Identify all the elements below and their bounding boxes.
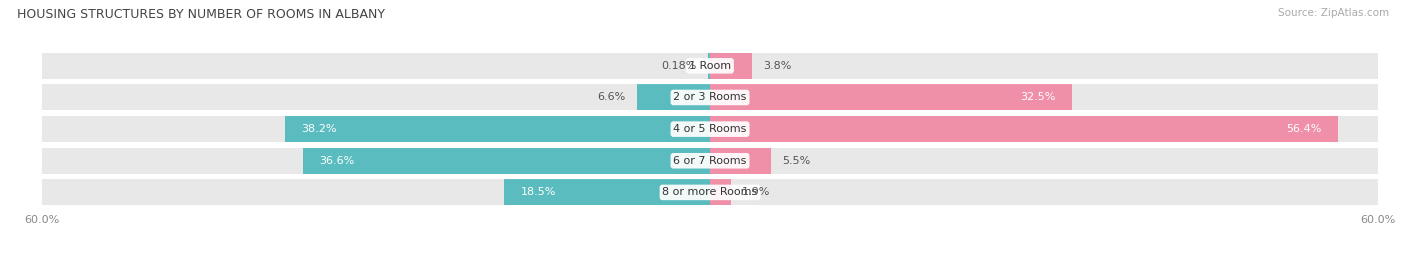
Text: 38.2%: 38.2% [301, 124, 337, 134]
Text: 1 Room: 1 Room [689, 61, 731, 71]
Bar [710, 116, 1337, 142]
Bar [302, 148, 710, 174]
Text: 8 or more Rooms: 8 or more Rooms [662, 187, 758, 197]
Bar [505, 179, 710, 206]
Text: 0.18%: 0.18% [661, 61, 697, 71]
Bar [709, 53, 710, 79]
Text: 18.5%: 18.5% [520, 187, 557, 197]
Bar [285, 116, 710, 142]
Text: 36.6%: 36.6% [319, 156, 354, 166]
Bar [637, 84, 710, 111]
Text: 6 or 7 Rooms: 6 or 7 Rooms [673, 156, 747, 166]
Bar [42, 116, 1378, 142]
Text: 3.8%: 3.8% [763, 61, 792, 71]
Bar [710, 148, 772, 174]
Bar [42, 179, 1378, 206]
Text: 4 or 5 Rooms: 4 or 5 Rooms [673, 124, 747, 134]
Text: Source: ZipAtlas.com: Source: ZipAtlas.com [1278, 8, 1389, 18]
Bar [42, 53, 1378, 79]
Bar [42, 148, 1378, 174]
Bar [710, 53, 752, 79]
Bar [710, 179, 731, 206]
Text: HOUSING STRUCTURES BY NUMBER OF ROOMS IN ALBANY: HOUSING STRUCTURES BY NUMBER OF ROOMS IN… [17, 8, 385, 21]
Text: 5.5%: 5.5% [782, 156, 811, 166]
Text: 6.6%: 6.6% [598, 93, 626, 102]
Text: 56.4%: 56.4% [1285, 124, 1322, 134]
Bar [42, 84, 1378, 111]
Text: 32.5%: 32.5% [1019, 93, 1054, 102]
Text: 1.9%: 1.9% [742, 187, 770, 197]
Bar [710, 84, 1071, 111]
Text: 2 or 3 Rooms: 2 or 3 Rooms [673, 93, 747, 102]
